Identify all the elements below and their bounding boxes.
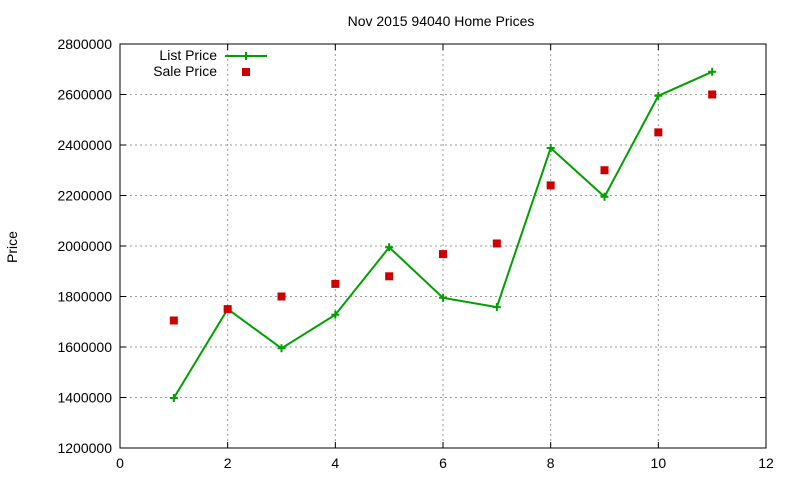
y-tick-label: 1400000 [57, 390, 112, 406]
plot-frame [119, 43, 767, 449]
sale-price-point [331, 279, 340, 288]
x-tick-label: 10 [651, 455, 667, 471]
x-tick-label: 6 [439, 455, 447, 471]
sale-price-point [439, 250, 447, 259]
list-price-point [439, 293, 447, 302]
x-tick-label: 2 [224, 455, 232, 471]
sale-price-point [546, 181, 555, 190]
list-price-point [708, 67, 717, 76]
list-price-point [654, 91, 663, 100]
x-tick-label: 4 [331, 455, 339, 471]
sale-price-point [492, 239, 501, 248]
sale-price-point [385, 272, 394, 281]
list-price-point [169, 394, 178, 403]
sale-price-point [277, 292, 286, 301]
legend: List Price Sale Price [153, 47, 267, 79]
y-tick-label: 2600000 [57, 87, 112, 103]
sale-price-point [169, 316, 178, 325]
sale-price-point [600, 166, 609, 175]
legend-marker-sale-price [242, 68, 250, 76]
legend-marker-list-price [242, 52, 250, 60]
list-price-point [546, 144, 555, 153]
x-tick-label: 0 [116, 455, 124, 471]
series-layer [169, 67, 717, 403]
x-tick-label: 12 [758, 455, 774, 471]
list-price-point [331, 310, 340, 319]
y-tick-label: 1200000 [57, 440, 112, 456]
sale-price-point [223, 305, 232, 314]
list-price-point [385, 243, 394, 252]
ticks: 0 2 4 6 8 10 12 1200000 1400000 1600000 1800000 200… [57, 36, 774, 471]
list-price-point [277, 344, 286, 353]
legend-swatch-sale-price [242, 68, 250, 76]
chart-title: Nov 2015 94040 Home Prices [348, 13, 535, 29]
sale-price-point [708, 90, 717, 99]
list-price-point [492, 303, 501, 312]
legend-label-sale-price: Sale Price [153, 63, 217, 79]
y-tick-label: 2800000 [57, 36, 112, 52]
y-tick-label: 1800000 [57, 289, 112, 305]
y-tick-label: 2000000 [57, 238, 112, 254]
list-price-point [600, 192, 609, 201]
x-tick-label: 8 [547, 455, 555, 471]
sale-price-point [654, 128, 663, 137]
legend-label-list-price: List Price [159, 47, 217, 63]
grid [120, 44, 766, 448]
y-axis-label: Price [4, 231, 20, 263]
y-tick-label: 2200000 [57, 188, 112, 204]
y-tick-label: 1600000 [57, 339, 112, 355]
y-tick-label: 2400000 [57, 137, 112, 153]
legend-swatch-list-price [225, 52, 267, 60]
